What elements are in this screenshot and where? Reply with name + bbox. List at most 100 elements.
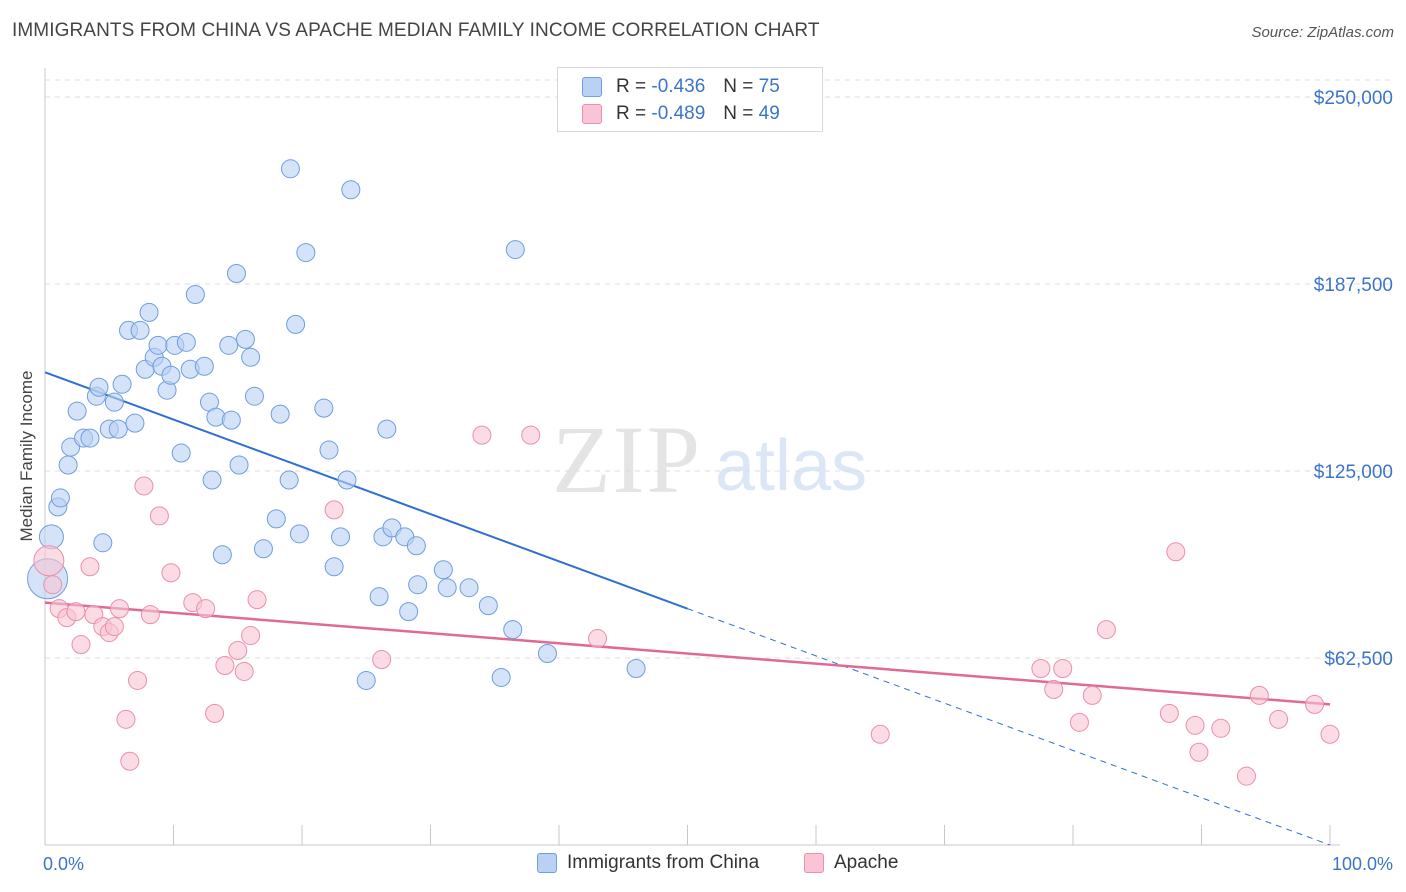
china-point xyxy=(161,365,181,385)
apache-point xyxy=(1185,715,1205,735)
apache-point xyxy=(1249,685,1269,705)
china-point xyxy=(171,443,191,463)
china-trend-extrapolation xyxy=(687,608,1331,846)
china-point xyxy=(319,440,339,460)
chart-title: IMMIGRANTS FROM CHINA VS APACHE MEDIAN F… xyxy=(12,20,820,41)
apache-point xyxy=(234,661,254,681)
apache-point xyxy=(1166,542,1186,562)
apache-point xyxy=(134,476,154,496)
china-point xyxy=(112,374,132,394)
apache-point xyxy=(116,709,136,729)
axes xyxy=(44,68,1340,846)
china-point xyxy=(58,455,78,475)
apache-point xyxy=(372,649,392,669)
china-point xyxy=(537,644,557,664)
china-point xyxy=(176,332,196,352)
apache-point xyxy=(324,500,344,520)
x-tick-label-min: 0.0% xyxy=(43,854,84,874)
legend-n-value-china: 75 xyxy=(758,76,780,97)
apache-point xyxy=(196,599,216,619)
china-point xyxy=(93,533,113,553)
china-point xyxy=(399,602,419,622)
china-point xyxy=(270,404,290,424)
legend-r-label: R = xyxy=(616,103,647,124)
apache-point xyxy=(205,703,225,723)
china-point xyxy=(266,509,286,529)
apache-point xyxy=(110,599,130,619)
data-points xyxy=(27,159,1340,786)
china-point xyxy=(314,398,334,418)
china-point xyxy=(194,356,214,376)
china-point xyxy=(408,575,428,595)
china-point xyxy=(279,470,299,490)
china-point xyxy=(341,180,361,200)
china-point xyxy=(505,240,525,260)
bottom-legend-label-apache: Apache xyxy=(834,852,899,873)
y-tick-label: $250,000 xyxy=(1314,88,1393,109)
apache-point xyxy=(1159,703,1179,723)
apache-point xyxy=(1269,709,1289,729)
china-point xyxy=(286,314,306,334)
apache-point xyxy=(128,670,148,690)
china-point xyxy=(331,527,351,547)
watermark: ZIP atlas xyxy=(552,406,867,513)
apache-point xyxy=(1189,742,1209,762)
china-point xyxy=(221,410,241,430)
apache-point xyxy=(1096,620,1116,640)
bottom-legend-swatch-apache xyxy=(804,853,824,873)
y-tick-label: $125,000 xyxy=(1314,462,1393,483)
china-point xyxy=(139,302,159,322)
apache-point xyxy=(66,602,86,622)
china-point xyxy=(459,578,479,598)
china-point xyxy=(437,578,457,598)
legend-r-value-apache: -0.489 xyxy=(651,103,706,124)
china-point xyxy=(280,159,300,179)
china-point xyxy=(130,320,150,340)
china-point xyxy=(244,386,264,406)
china-point xyxy=(356,670,376,690)
y-axis-title: Median Family Income xyxy=(17,370,36,541)
bottom-legend-swatch-china xyxy=(537,853,557,873)
china-point xyxy=(185,284,205,304)
apache-point xyxy=(104,617,124,637)
china-point xyxy=(89,377,109,397)
x-tick-label-max: 100.0% xyxy=(1332,854,1393,874)
china-point xyxy=(229,455,249,475)
china-point xyxy=(369,587,389,607)
bottom-legend-apache: Apache xyxy=(804,852,898,874)
apache-point xyxy=(215,655,235,675)
apache-point xyxy=(120,751,140,771)
apache-point xyxy=(43,575,63,595)
china-trend-line xyxy=(44,371,688,610)
apache-point xyxy=(1236,766,1256,786)
china-point xyxy=(324,557,344,577)
legend-row-apache: R = -0.489 N = 49 xyxy=(582,102,780,126)
source-label: Source: ZipAtlas.com xyxy=(1251,24,1394,41)
apache-point xyxy=(521,425,541,445)
china-point xyxy=(377,419,397,439)
china-point xyxy=(253,539,273,559)
apache-point xyxy=(161,563,181,583)
apache-point xyxy=(1044,679,1064,699)
apache-point xyxy=(80,557,100,577)
china-point xyxy=(50,488,70,508)
apache-point xyxy=(1305,694,1325,714)
apache-point xyxy=(247,590,267,610)
china-point xyxy=(108,419,128,439)
y-tick-label: $187,500 xyxy=(1314,275,1393,296)
legend-r-label: R = xyxy=(616,76,647,97)
legend-n-label: N = xyxy=(723,76,754,97)
apache-point xyxy=(1211,718,1231,738)
china-point xyxy=(241,347,261,367)
china-point xyxy=(626,658,646,678)
china-point xyxy=(503,620,523,640)
china-point xyxy=(296,243,316,263)
apache-trend-line xyxy=(44,601,1331,706)
apache-point xyxy=(228,641,248,661)
china-point xyxy=(104,392,124,412)
china-point xyxy=(80,428,100,448)
apache-point xyxy=(1082,685,1102,705)
china-point xyxy=(206,407,226,427)
china-point xyxy=(491,667,511,687)
y-tick-label: $62,500 xyxy=(1324,649,1393,670)
